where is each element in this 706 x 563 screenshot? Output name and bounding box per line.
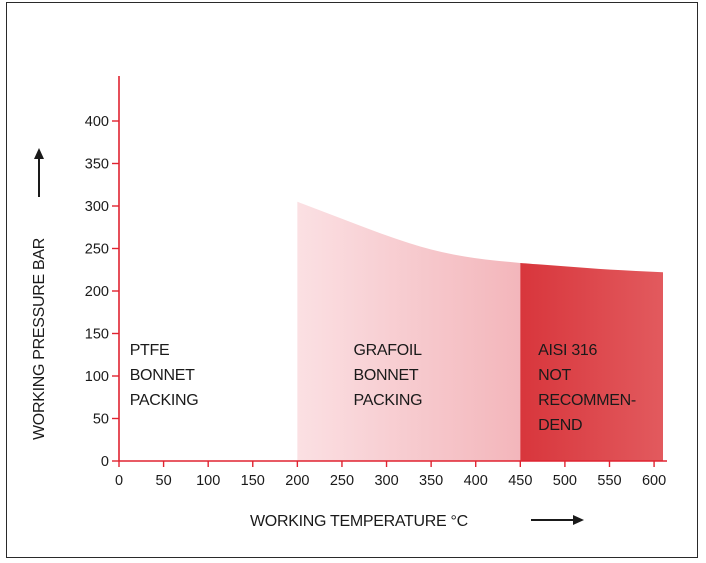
chart-frame: 0 50 100 150 200 250 300 350 400 0 50 100 150 200 250 3… xyxy=(6,2,698,558)
x-tick-label-200: 200 xyxy=(285,473,309,489)
y-tick-label-100: 100 xyxy=(85,369,109,385)
y-tick-label-300: 300 xyxy=(85,199,109,215)
x-tick-label-400: 400 xyxy=(464,473,488,489)
x-tick-label-50: 50 xyxy=(156,473,172,489)
aisi-region-label-line-2: RECOMMEN- xyxy=(538,392,636,409)
y-axis-arrow-icon xyxy=(34,148,44,197)
y-tick-label-50: 50 xyxy=(93,412,109,428)
y-tick-label-150: 150 xyxy=(85,327,109,343)
x-tick-label-500: 500 xyxy=(553,473,577,489)
x-axis-title: WORKING TEMPERATURE °C xyxy=(250,513,468,530)
grafoil-region-label-line-2: PACKING xyxy=(354,392,423,409)
grafoil-bonnet-area xyxy=(297,201,521,461)
x-tick-label-600: 600 xyxy=(642,473,666,489)
aisi-region-label-line-0: AISI 316 xyxy=(538,342,597,359)
regions-layer xyxy=(297,201,663,461)
x-tick-label-350: 350 xyxy=(419,473,443,489)
x-tick-label-250: 250 xyxy=(330,473,354,489)
grafoil-region-label: GRAFOIL BONNET PACKING xyxy=(354,342,423,409)
x-tick-label-0: 0 xyxy=(115,473,123,489)
axes-layer: 0 50 100 150 200 250 300 350 400 0 50 100 150 200 250 3… xyxy=(85,76,667,489)
y-tick-label-400: 400 xyxy=(85,114,109,130)
pressure-temperature-chart: 0 50 100 150 200 250 300 350 400 0 50 100 150 200 250 3… xyxy=(31,76,667,530)
y-axis-title: WORKING PRESSURE BAR xyxy=(31,238,48,440)
ptfe-region-label-line-2: PACKING xyxy=(130,392,199,409)
y-tick-label-200: 200 xyxy=(85,284,109,300)
x-tick-label-550: 550 xyxy=(597,473,621,489)
y-tick-label-0: 0 xyxy=(101,454,109,470)
grafoil-region-label-line-1: BONNET xyxy=(354,367,419,384)
ptfe-region-label-line-1: BONNET xyxy=(130,367,195,384)
x-tick-label-100: 100 xyxy=(196,473,220,489)
y-tick-label-250: 250 xyxy=(85,242,109,258)
y-tick-label-350: 350 xyxy=(85,157,109,173)
ptfe-region-label-line-0: PTFE xyxy=(130,342,170,359)
x-axis-arrow-icon xyxy=(531,515,584,525)
x-tick-label-300: 300 xyxy=(374,473,398,489)
x-tick-label-150: 150 xyxy=(241,473,265,489)
aisi-region-label-line-3: DEND xyxy=(538,417,582,434)
x-tick-label-450: 450 xyxy=(508,473,532,489)
aisi-region-label: AISI 316 NOT RECOMMEN- DEND xyxy=(538,342,636,434)
aisi-316-area xyxy=(520,262,663,461)
ptfe-region-label: PTFE BONNET PACKING xyxy=(130,342,199,409)
labels-layer: PTFE BONNET PACKING GRAFOIL BONNET PACKING AIS… xyxy=(130,342,636,434)
aisi-region-label-line-1: NOT xyxy=(538,367,571,384)
grafoil-region-label-line-0: GRAFOIL xyxy=(354,342,423,359)
